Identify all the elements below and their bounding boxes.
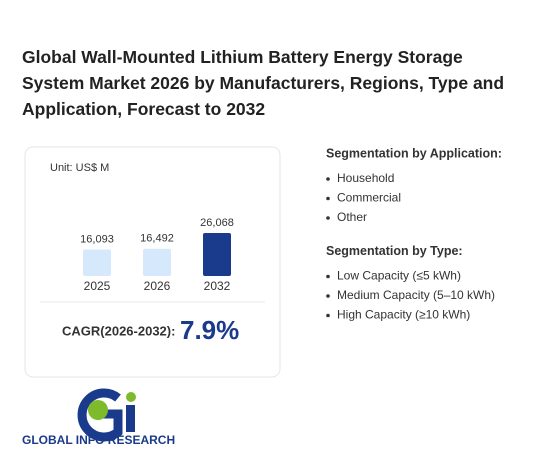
segment-item: Commercial xyxy=(337,191,401,205)
value-label: 16,093 xyxy=(80,233,114,245)
segment-item: Medium Capacity (5–10 kWh) xyxy=(337,288,495,302)
bullet xyxy=(326,294,330,298)
logo-i-dot xyxy=(126,392,136,402)
bar xyxy=(203,233,231,276)
logo-text: GLOBAL INFO RESEARCH xyxy=(22,433,175,447)
segment-item: Household xyxy=(337,171,394,185)
segment-heading: Segmentation by Application: xyxy=(326,146,502,160)
segment-item: High Capacity (≥10 kWh) xyxy=(337,308,470,322)
logo-dot xyxy=(88,400,108,420)
value-label: 16,492 xyxy=(140,233,174,245)
category-label: 2025 xyxy=(84,279,111,293)
cagr-label: CAGR(2026-2032): xyxy=(62,323,175,338)
category-label: 2032 xyxy=(204,279,231,293)
bar xyxy=(143,248,171,276)
unit-label: Unit: US$ M xyxy=(50,162,109,174)
bullet xyxy=(326,196,330,201)
segment-item: Other xyxy=(337,210,367,224)
logo-i xyxy=(126,405,135,432)
bullet xyxy=(326,274,330,279)
bullet xyxy=(326,216,330,220)
segment-item: Low Capacity (≤5 kWh) xyxy=(337,269,461,283)
cagr-value: 7.9% xyxy=(180,315,239,345)
bullet xyxy=(326,313,330,318)
value-label: 26,068 xyxy=(200,217,234,229)
logo: GLOBAL INFO RESEARCH xyxy=(22,388,175,447)
page-title: Global Wall-Mounted Lithium Battery Ener… xyxy=(22,47,505,119)
bullet xyxy=(326,177,330,181)
logo-g xyxy=(77,388,123,442)
segment-heading: Segmentation by Type: xyxy=(326,244,463,258)
category-label: 2026 xyxy=(144,279,171,293)
bar xyxy=(83,249,111,276)
